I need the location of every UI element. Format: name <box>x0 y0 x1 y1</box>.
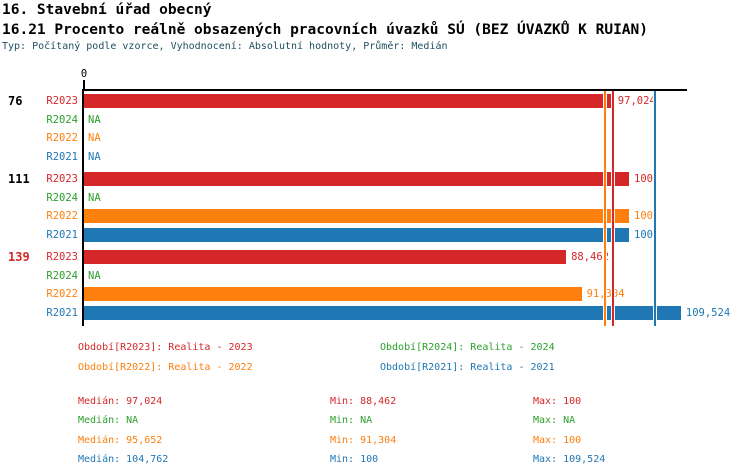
stat-median-R2023: Medián: 97,024 <box>78 396 163 407</box>
series-row-label: R2022 <box>46 288 78 300</box>
bar-value-label: 88,462 <box>571 251 610 263</box>
bar-value-label: 100 <box>634 229 653 241</box>
bar-value-label: 100 <box>634 173 653 185</box>
bar-value-label: 97,024 <box>617 95 656 107</box>
x-axis-zero-tick <box>83 80 85 89</box>
stat-max-R2024: Max: NA <box>533 415 576 426</box>
stat-median-R2021: Medián: 104,762 <box>78 454 169 465</box>
median-marker-line-R2021 <box>654 89 656 326</box>
bar <box>84 94 613 108</box>
page-title: 16. Stavební úřad obecný <box>2 2 212 18</box>
series-row-label: R2022 <box>46 210 78 222</box>
group-id-label: 111 <box>8 172 30 186</box>
stat-median-R2024: Medián: NA <box>78 415 139 426</box>
stat-max-R2022: Max: 100 <box>533 435 582 446</box>
series-row-label: R2023 <box>46 173 78 185</box>
stat-min-R2023: Min: 88,462 <box>330 396 397 407</box>
na-value-label: NA <box>88 151 101 163</box>
series-row-label: R2022 <box>46 132 78 144</box>
na-value-label: NA <box>88 114 101 126</box>
bar <box>84 287 582 301</box>
group-id-label: 76 <box>8 94 23 108</box>
series-row-label: R2024 <box>46 192 78 204</box>
x-axis-zero-label: 0 <box>80 68 88 80</box>
series-row-label: R2023 <box>46 251 78 263</box>
x-axis-line <box>84 89 687 91</box>
bar <box>84 209 629 223</box>
na-value-label: NA <box>88 270 101 282</box>
median-marker-line-R2023 <box>611 89 614 326</box>
group-id-label: 139 <box>8 250 30 264</box>
series-row-label: R2023 <box>46 95 78 107</box>
stat-min-R2021: Min: 100 <box>330 454 379 465</box>
na-value-label: NA <box>88 132 101 144</box>
stat-min-R2024: Min: NA <box>330 415 373 426</box>
legend-item-R2021: Období[R2021]: Realita - 2021 <box>380 362 555 373</box>
series-row-label: R2024 <box>46 114 78 126</box>
y-axis-line <box>82 89 84 326</box>
median-marker-line-R2022 <box>604 89 607 326</box>
series-row-label: R2021 <box>46 229 78 241</box>
legend-item-R2024: Období[R2024]: Realita - 2024 <box>380 342 555 353</box>
stat-max-R2023: Max: 100 <box>533 396 582 407</box>
stat-min-R2022: Min: 91,304 <box>330 435 397 446</box>
stat-median-R2022: Medián: 95,652 <box>78 435 163 446</box>
stat-max-R2021: Max: 109,524 <box>533 454 606 465</box>
bar <box>84 228 629 242</box>
bar <box>84 172 629 186</box>
series-row-label: R2021 <box>46 307 78 319</box>
bar-value-label: 100 <box>634 210 653 222</box>
indicator-meta: Typ: Počítaný podle vzorce, Vyhodnocení:… <box>2 41 448 52</box>
bar <box>84 250 567 264</box>
legend-item-R2022: Období[R2022]: Realita - 2022 <box>78 362 253 373</box>
bar <box>84 306 681 320</box>
bar-value-label: 109,524 <box>685 307 731 319</box>
series-row-label: R2021 <box>46 151 78 163</box>
na-value-label: NA <box>88 192 101 204</box>
series-row-label: R2024 <box>46 270 78 282</box>
legend-item-R2023: Období[R2023]: Realita - 2023 <box>78 342 253 353</box>
indicator-title: 16.21 Procento reálně obsazených pracovn… <box>2 22 649 38</box>
